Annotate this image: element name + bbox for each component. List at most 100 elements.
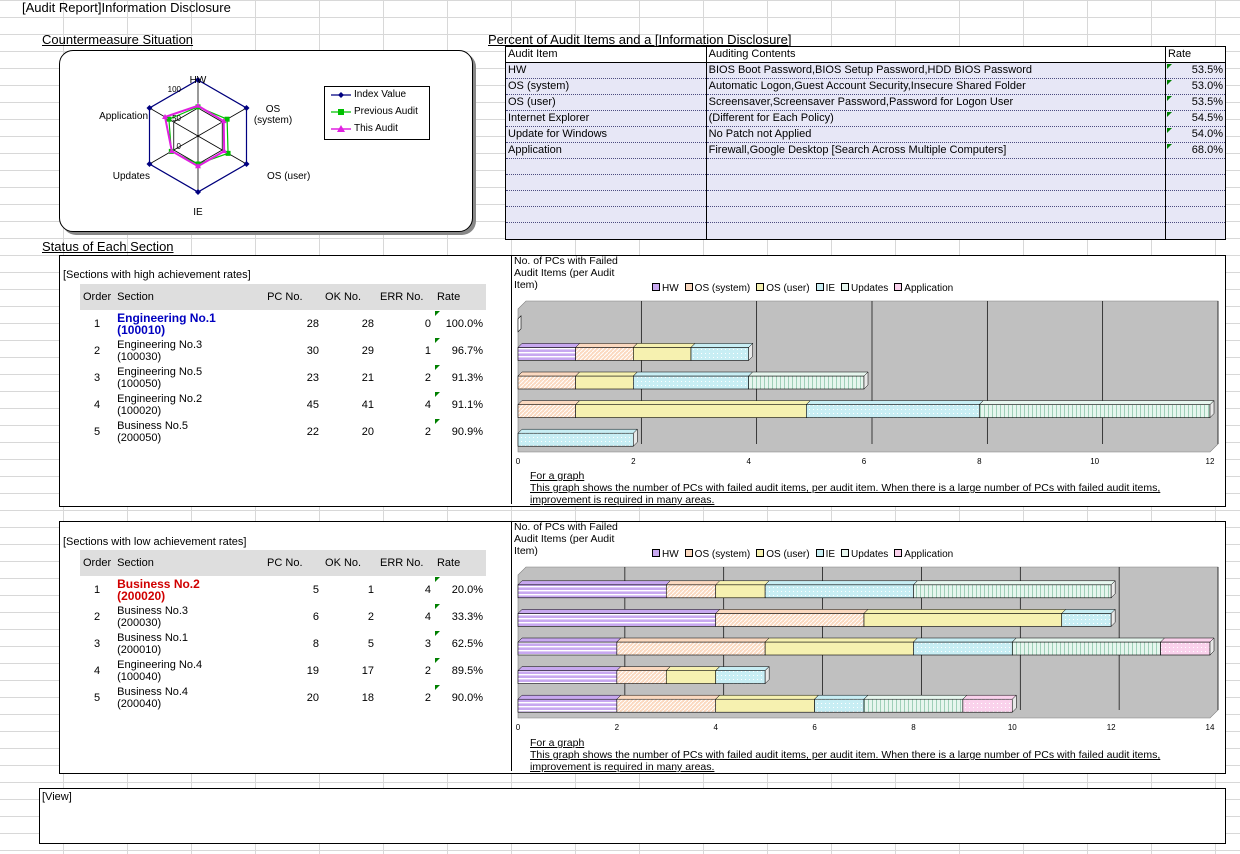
row-order: 4 (94, 398, 101, 411)
row-err: 4 (424, 610, 431, 623)
col-rate: Rate (433, 550, 486, 576)
chart-bar-top (715, 666, 770, 671)
chart-bar (517, 613, 717, 627)
chart-bar-top (616, 694, 721, 700)
previous-point (225, 150, 231, 156)
chart-legend-item: OS (user) (756, 283, 810, 294)
radar-tick-label: 0 (177, 142, 182, 151)
row-err: 0 (424, 317, 431, 330)
row-rate: 33.3% (434, 603, 486, 630)
low-failed-items-chart: 0 2 4 6 8 10 12 14 (516, 566, 1219, 732)
index-point (195, 189, 201, 195)
low-chart-title: No. of PCs with Failed Audit Items (per … (514, 521, 618, 557)
chart-bar-side (1012, 694, 1017, 713)
row-section: Engineering No.3 (100030) (117, 338, 203, 363)
index-point (146, 105, 153, 111)
chart-bar (517, 404, 576, 418)
chart-tick-label: 4 (746, 457, 751, 466)
chart-tick-label: 10 (1090, 457, 1099, 466)
chart-legend-label: Application (904, 549, 954, 560)
col-err: ERR No. (377, 284, 434, 310)
chart-bar (690, 347, 749, 361)
chart-legend-label: Application (904, 283, 954, 294)
chart-legend-label: IE (825, 549, 836, 560)
legend-previous-label: Previous Audit (354, 106, 418, 117)
chart-bar-top (764, 637, 919, 643)
chart-bar-side (633, 428, 638, 447)
low-chart-area: No. of PCs with Failed Audit Items (per … (511, 521, 1224, 773)
chart-bar-side (1209, 637, 1215, 656)
chart-tick-label: 0 (516, 457, 521, 466)
row-order: 5 (94, 691, 101, 704)
chart-bar-side (748, 342, 753, 362)
row-order: 3 (94, 371, 101, 384)
row-pc: 5 (312, 583, 320, 596)
chart-bar-top (616, 666, 671, 671)
this-point (221, 148, 228, 154)
high-note-title: For a graph (530, 470, 585, 482)
chart-bar-top (665, 666, 721, 671)
section-row: 3 Business No.1 (200010) 8 5 3 62.5% (80, 630, 486, 657)
high-note-text: This graph shows the number of PCs with … (530, 482, 1161, 506)
high-failed-items-chart: 0 2 4 6 8 10 12 (516, 300, 1219, 466)
row-section: Business No.2 (200020) (117, 576, 200, 603)
chart-bar-side (1209, 399, 1215, 419)
high-section-table: Order Section PC No. OK No. ERR No. Rate… (80, 284, 486, 445)
radar-axis-label: Application (99, 111, 148, 122)
chart-bar-top (764, 580, 919, 586)
chart-bar (814, 698, 865, 713)
countermeasure-heading: Countermeasure Situation (42, 32, 194, 47)
audit-rate-cell: 53.5% (1165, 62, 1225, 79)
chart-bar (633, 347, 692, 361)
audit-row: OS (system) Automatic Logon,Guest Accoun… (506, 78, 1225, 95)
row-pc: 19 (306, 664, 320, 677)
chart-legend-item: Application (894, 283, 953, 294)
chart-bar (1160, 641, 1211, 656)
row-order: 2 (94, 344, 101, 357)
chart-legend-item: Updates (841, 283, 888, 294)
row-section: Engineering No.1 (100010) (117, 310, 216, 337)
this-point (168, 148, 175, 154)
view-panel: [View] (39, 788, 1226, 844)
chart-bar (517, 432, 634, 447)
col-err: ERR No. (377, 550, 434, 576)
chart-tick-label: 6 (812, 723, 817, 732)
audit-rate-cell: 54.5% (1165, 110, 1225, 127)
chart-bar (806, 404, 980, 418)
audit-empty-row (506, 158, 1225, 175)
row-ok: 28 (361, 317, 374, 330)
chart-bar-top (962, 694, 1017, 700)
this-point (220, 118, 227, 124)
low-section-table: Order Section PC No. OK No. ERR No. Rate… (80, 550, 486, 711)
col-order: Order (80, 550, 115, 576)
chart-bar-side (764, 665, 770, 685)
row-err: 2 (424, 691, 431, 704)
row-ok: 17 (361, 664, 374, 677)
col-section: Section (114, 550, 265, 576)
chart-bar (665, 670, 717, 684)
chart-legend-item: Updates (841, 549, 888, 560)
audit-header-rate: Rate (1165, 47, 1225, 63)
col-pc: PC No. (264, 284, 323, 310)
low-note-title: For a graph (530, 737, 585, 749)
chart-bar-top (912, 580, 1116, 586)
row-pc: 8 (312, 637, 320, 650)
row-err: 4 (424, 583, 431, 596)
chart-bar-top (1061, 609, 1116, 614)
chart-bar-top (517, 609, 721, 614)
col-ok: OK No. (322, 550, 377, 576)
row-rate: 96.7% (434, 337, 486, 364)
chart-bar-side (863, 371, 869, 390)
chart-bar-top (805, 400, 984, 405)
chart-bar (962, 698, 1013, 713)
legend-index-marker (338, 92, 344, 98)
this-point (195, 163, 201, 169)
chart-bar-top (665, 580, 721, 586)
row-pc: 6 (312, 610, 320, 623)
row-ok: 29 (361, 344, 374, 357)
row-pc: 22 (306, 425, 320, 438)
radar-axis-label: IE (193, 207, 203, 218)
chart-bar-top (575, 400, 811, 405)
chart-bar (517, 698, 618, 713)
audit-items-table: Audit Item Auditing Contents Rate HW BIO… (506, 47, 1225, 239)
